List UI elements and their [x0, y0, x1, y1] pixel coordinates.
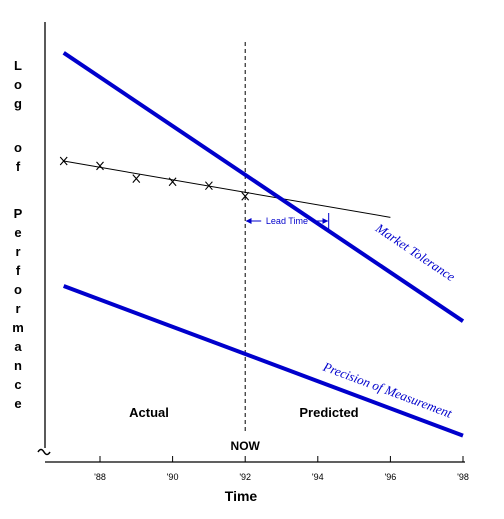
- y-axis-label-letter: o: [14, 77, 22, 92]
- actual-region-label: Actual: [129, 405, 169, 420]
- y-axis-label-letter: f: [15, 159, 21, 174]
- axes: [37, 22, 465, 463]
- y-axis-label-letter: r: [15, 301, 21, 316]
- data-point-x-marker: [168, 177, 177, 187]
- y-axis-label-letter: n: [14, 358, 22, 373]
- y-axis-label-letter: o: [14, 140, 22, 155]
- data-point-x-marker: [241, 191, 250, 201]
- x-ticks: '88 '90 '92 '94 '96 '98: [94, 456, 469, 482]
- x-tick-label: '88: [94, 472, 106, 482]
- x-tick-label: '90: [167, 472, 179, 482]
- x-axis-label: Time: [225, 488, 258, 504]
- precision-of-measurement-line: [62, 284, 464, 438]
- x-tick-label: '98: [457, 472, 469, 482]
- axis-break-symbol: [37, 448, 51, 456]
- y-axis-label-letter: m: [12, 320, 24, 335]
- y-axis-label-letter: c: [14, 377, 22, 392]
- y-axis-label-letter: r: [15, 244, 21, 259]
- x-tick-label: '92: [239, 472, 251, 482]
- y-axis-label-letter: a: [14, 339, 22, 354]
- y-axis-label-letter: e: [14, 225, 22, 240]
- y-axis-label-letter: o: [14, 282, 22, 297]
- lead-time-label: Lead Time: [266, 216, 308, 226]
- y-axis-label-letter: L: [14, 58, 22, 73]
- data-point-x-marker: [59, 156, 68, 166]
- data-point-x-marker: [96, 161, 104, 171]
- predicted-region-label: Predicted: [299, 405, 358, 420]
- market-tolerance-label: Market Tolerance: [372, 220, 458, 285]
- data-point-x-marker: [132, 174, 141, 184]
- now-label: NOW: [231, 439, 261, 453]
- y-axis-label-letter: e: [14, 396, 22, 411]
- y-axis-label-letter: f: [15, 263, 21, 278]
- y-axis-label-letter: P: [13, 206, 23, 221]
- market-tolerance-line: [62, 51, 465, 323]
- x-tick-label: '96: [385, 472, 397, 482]
- performance-trend-line: [63, 160, 391, 218]
- y-axis-label-letter: g: [14, 96, 22, 111]
- data-point-x-marker: [204, 181, 213, 191]
- x-tick-label: '94: [312, 472, 324, 482]
